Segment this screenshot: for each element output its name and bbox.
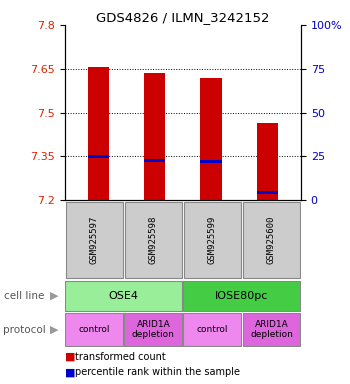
Text: protocol: protocol bbox=[4, 324, 46, 334]
Bar bbox=[257, 191, 278, 194]
Text: IOSE80pc: IOSE80pc bbox=[215, 291, 269, 301]
Text: OSE4: OSE4 bbox=[109, 291, 139, 301]
Text: ■: ■ bbox=[65, 367, 75, 377]
Text: cell line: cell line bbox=[4, 291, 44, 301]
Text: transformed count: transformed count bbox=[75, 352, 166, 362]
Bar bbox=[65, 313, 123, 346]
Text: percentile rank within the sample: percentile rank within the sample bbox=[75, 367, 240, 377]
Bar bbox=[144, 73, 166, 200]
Bar bbox=[200, 160, 222, 163]
Text: GSM925598: GSM925598 bbox=[149, 216, 158, 264]
Text: GSM925600: GSM925600 bbox=[267, 216, 276, 264]
Bar bbox=[125, 202, 182, 278]
Bar bbox=[257, 123, 278, 200]
Text: control: control bbox=[78, 325, 110, 334]
Bar bbox=[66, 202, 122, 278]
Text: ARID1A
depletion: ARID1A depletion bbox=[250, 320, 293, 339]
Bar bbox=[200, 78, 222, 200]
Text: GSM925597: GSM925597 bbox=[90, 216, 99, 264]
Bar bbox=[183, 313, 241, 346]
Text: ARID1A
depletion: ARID1A depletion bbox=[132, 320, 175, 339]
Bar bbox=[88, 67, 109, 200]
Bar bbox=[184, 202, 241, 278]
Bar bbox=[183, 281, 300, 311]
Bar bbox=[65, 281, 182, 311]
Bar bbox=[88, 156, 109, 158]
Text: ▶: ▶ bbox=[50, 324, 58, 334]
Title: GDS4826 / ILMN_3242152: GDS4826 / ILMN_3242152 bbox=[96, 11, 270, 24]
Bar bbox=[243, 313, 300, 346]
Bar bbox=[144, 159, 166, 162]
Text: GSM925599: GSM925599 bbox=[208, 216, 217, 264]
Text: control: control bbox=[197, 325, 228, 334]
Bar bbox=[124, 313, 182, 346]
Text: ■: ■ bbox=[65, 352, 75, 362]
Text: ▶: ▶ bbox=[50, 291, 58, 301]
Bar bbox=[243, 202, 300, 278]
